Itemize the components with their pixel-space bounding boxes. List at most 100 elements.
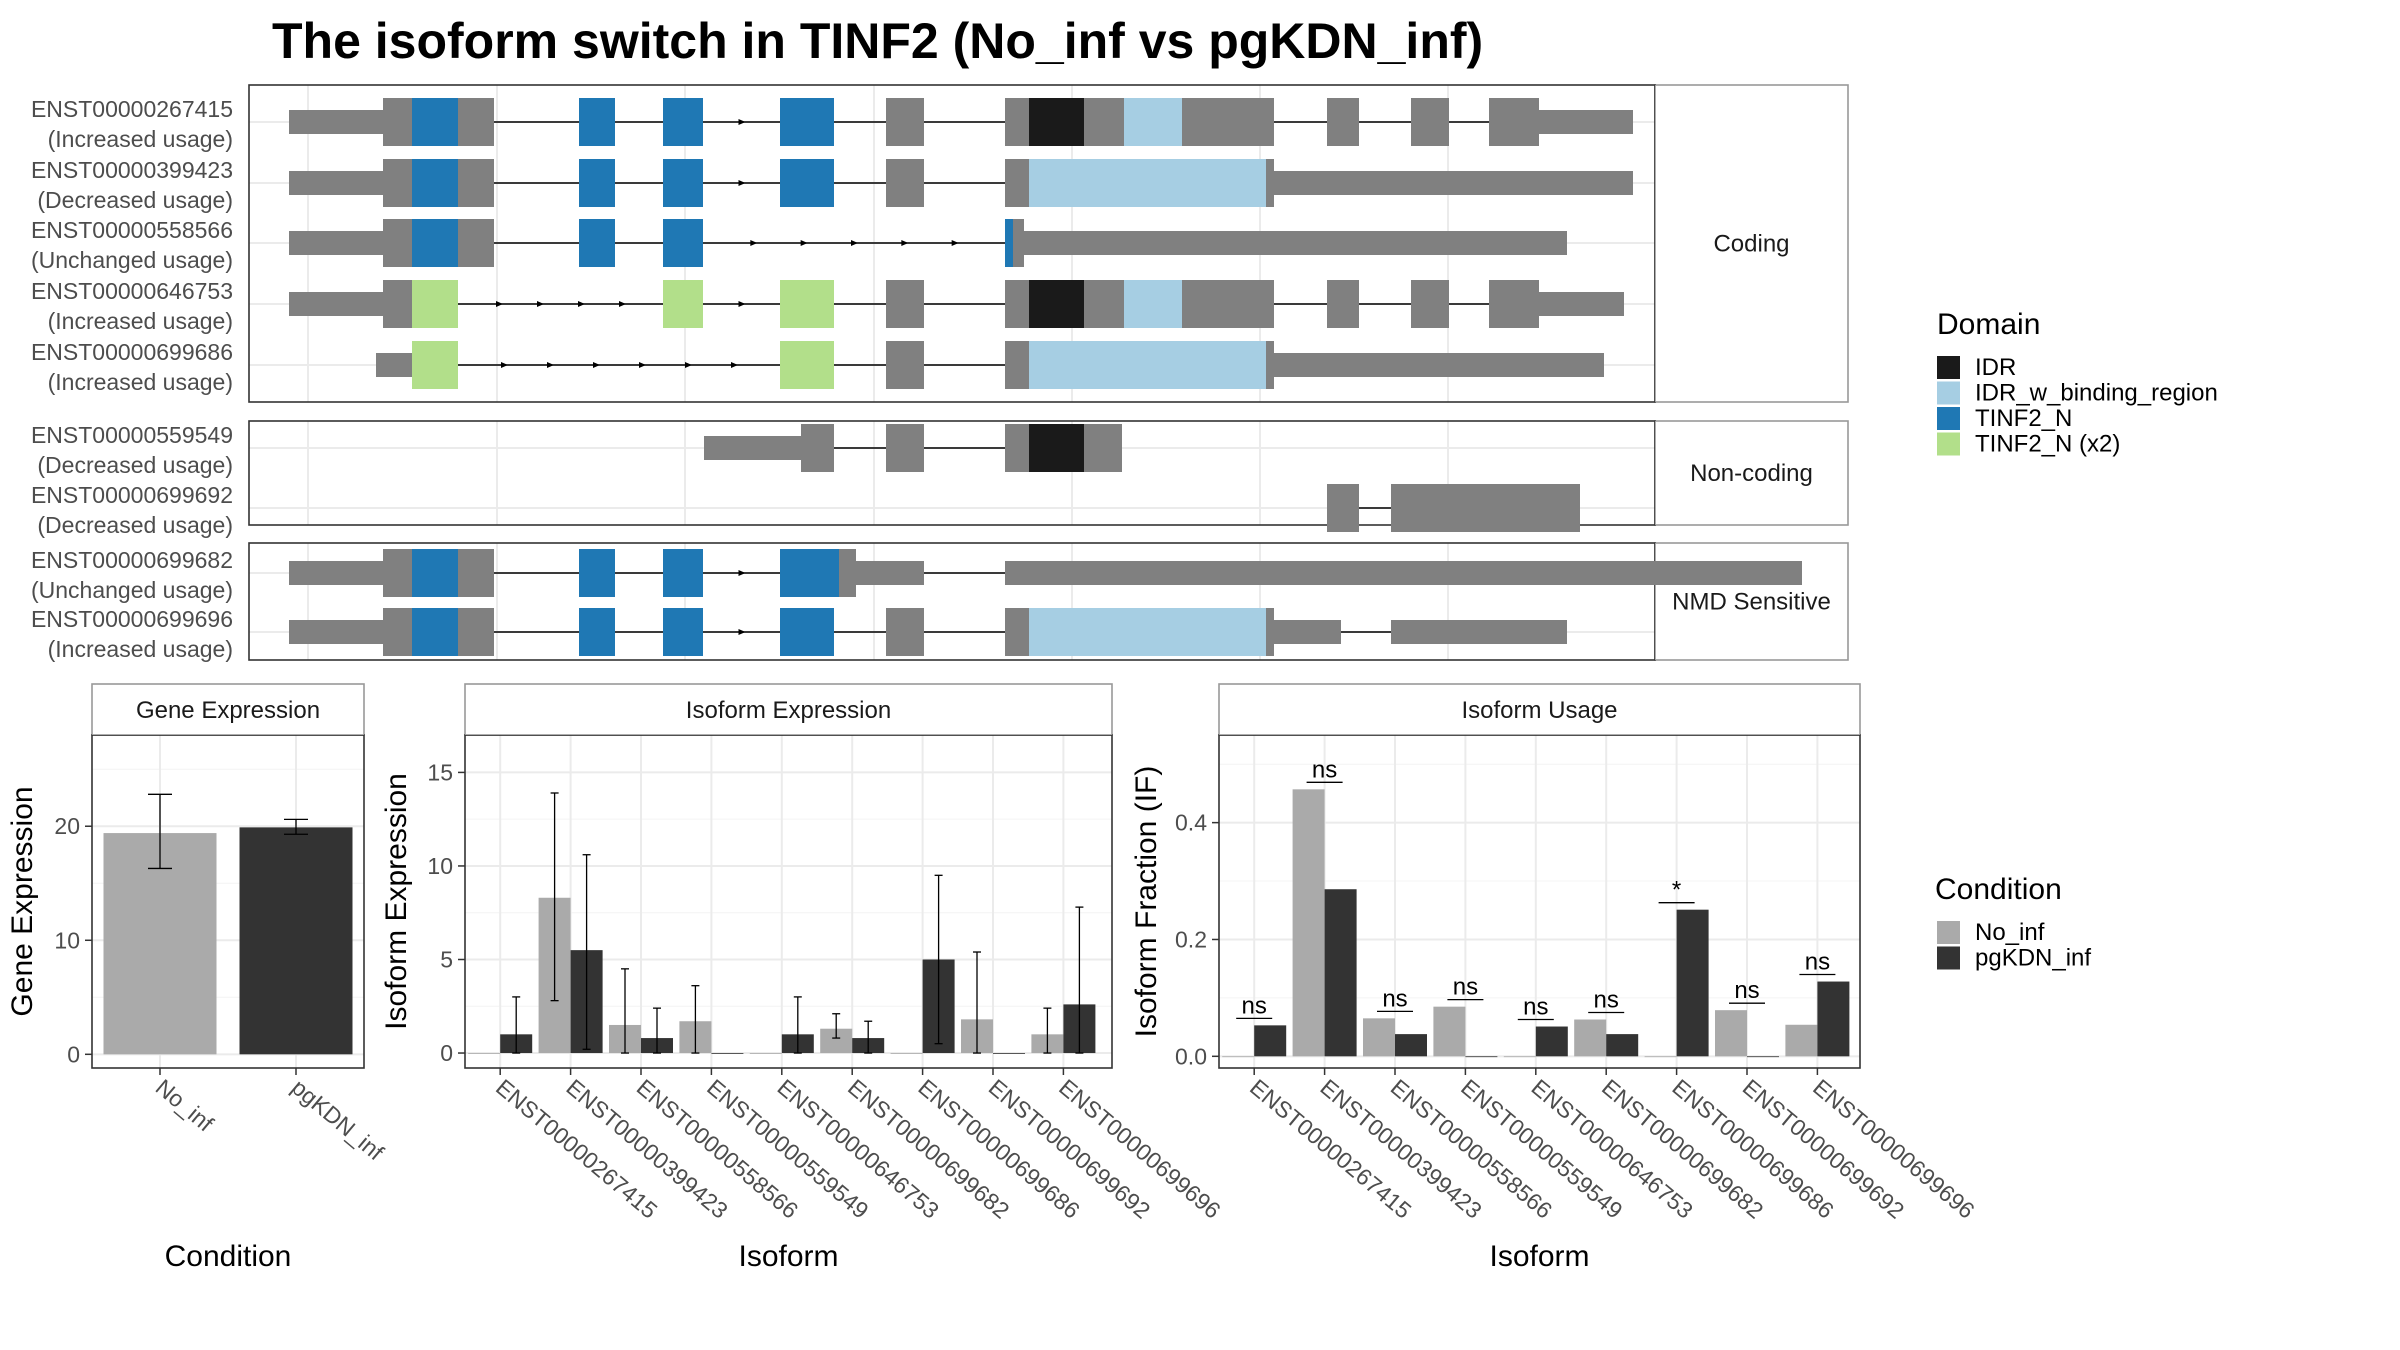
domain-region <box>412 159 458 207</box>
domain-region <box>663 219 703 267</box>
utr-exon <box>289 292 383 316</box>
intron-arrow <box>537 301 544 307</box>
domain-region <box>663 608 703 656</box>
intron-arrow <box>578 301 585 307</box>
isoform-usage-label: (Increased usage) <box>48 636 233 662</box>
intron-arrow <box>547 362 554 368</box>
isoform-track: ENST00000646753 (Increased usage) <box>31 278 1624 334</box>
domain-region <box>780 549 839 597</box>
y-tick-label: 0 <box>440 1040 453 1066</box>
utr-exon <box>704 436 801 460</box>
domain-legend: Domain IDRIDR_w_binding_regionTINF2_NTINF… <box>1937 308 2218 458</box>
bar-chart-panel: Gene Expression 0 10 20 No_inf pgKDN_inf Condi… <box>6 683 389 1273</box>
bar <box>1222 1056 1255 1058</box>
chart-title: Isoform Usage <box>1461 697 1617 724</box>
legend-label: IDR_w_binding_region <box>1975 380 2218 407</box>
legend-key <box>1937 921 1960 944</box>
facet-strip-label: Coding <box>1713 231 1789 258</box>
bar <box>1254 1025 1287 1057</box>
isoform-track: ENST00000699686 (Increased usage) <box>31 339 1604 395</box>
significance-label: ns <box>1242 992 1267 1019</box>
legend-title: Condition <box>1935 873 2062 906</box>
bar <box>1324 889 1357 1057</box>
utr-exon <box>1391 620 1567 644</box>
intron-arrow <box>496 301 503 307</box>
coding-exon <box>886 608 924 656</box>
isoform-usage-label: (Increased usage) <box>48 369 233 395</box>
facet-strip-label: NMD Sensitive <box>1672 589 1831 616</box>
domain-region <box>579 608 615 656</box>
coding-exon <box>1489 280 1539 328</box>
isoform-id-label: ENST00000699682 <box>31 547 233 573</box>
isoform-track: ENST00000559549 (Decreased usage) <box>31 422 1122 478</box>
intron-arrow <box>851 240 858 246</box>
y-axis-label: Isoform Expression <box>380 773 413 1030</box>
domain-region <box>1029 424 1084 472</box>
isoform-usage-label: (Decreased usage) <box>37 187 233 213</box>
isoform-id-label: ENST00000646753 <box>31 278 233 304</box>
figure-title: The isoform switch in TINF2 (No_inf vs p… <box>272 13 1483 69</box>
y-tick-label: 5 <box>440 946 453 972</box>
domain-region <box>412 98 458 146</box>
utr-exon <box>289 171 383 195</box>
bar <box>1433 1006 1466 1057</box>
x-tick-label: No_inf <box>151 1074 219 1137</box>
bar <box>1363 1018 1395 1057</box>
isoform-id-label: ENST00000699696 <box>31 606 233 632</box>
domain-region <box>1029 608 1266 656</box>
significance-label: ns <box>1594 987 1619 1014</box>
significance-label: ns <box>1734 977 1759 1004</box>
domain-region <box>780 280 834 328</box>
facet-strip-label: Non-coding <box>1690 460 1813 487</box>
domain-region <box>1124 98 1182 146</box>
coding-exon <box>1327 280 1359 328</box>
bar <box>1817 981 1850 1057</box>
domain-region <box>780 98 834 146</box>
coding-exon <box>886 98 924 146</box>
isoform-track: ENST00000558566 (Unchanged usage) <box>31 217 1567 273</box>
intron-arrow <box>738 301 746 307</box>
bar <box>1715 1010 1747 1057</box>
domain-region <box>579 159 615 207</box>
intron-arrow <box>593 362 600 368</box>
y-tick-label: 10 <box>427 853 453 879</box>
bar-charts: Gene Expression 0 10 20 No_inf pgKDN_inf Condi… <box>6 683 1980 1273</box>
facet-strip <box>1654 84 1849 403</box>
utr-exon <box>289 110 383 134</box>
domain-region <box>780 341 834 389</box>
legend-key <box>1937 381 1960 405</box>
y-axis-label: Gene Expression <box>6 786 39 1016</box>
coding-exon <box>886 424 924 472</box>
domain-region <box>1029 98 1084 146</box>
significance-label: ns <box>1382 985 1407 1012</box>
significance-label: * <box>1672 877 1681 904</box>
x-axis-label: Isoform <box>738 1240 838 1273</box>
bar <box>993 1053 1025 1054</box>
bar <box>1676 909 1709 1057</box>
coding-exon <box>1327 98 1359 146</box>
facet-strip <box>1654 420 1849 526</box>
coding-exon <box>1391 484 1580 532</box>
domain-region <box>780 159 834 207</box>
transcript-panel: Non-coding ENST00000559549 (Decreased usag… <box>31 420 1849 538</box>
legend-key <box>1937 432 1960 456</box>
legend-label: TINF2_N (x2) <box>1975 431 2120 458</box>
significance-label: ns <box>1805 949 1830 976</box>
y-tick-label: 0.4 <box>1175 810 1207 836</box>
domain-region <box>412 341 458 389</box>
bar <box>1644 1056 1677 1058</box>
domain-region <box>1029 341 1266 389</box>
intron-arrow <box>731 362 738 368</box>
legend-key <box>1937 407 1960 430</box>
domain-region <box>412 608 458 656</box>
x-tick-label: pgKDN_inf <box>287 1074 389 1166</box>
domain-region <box>579 219 615 267</box>
y-tick-label: 0.0 <box>1175 1043 1207 1069</box>
bar <box>749 1053 782 1054</box>
bar <box>239 827 353 1055</box>
intron-arrow <box>685 362 692 368</box>
intron-arrow <box>738 570 746 576</box>
legend-title: Domain <box>1937 308 2040 341</box>
bar <box>468 1053 501 1054</box>
